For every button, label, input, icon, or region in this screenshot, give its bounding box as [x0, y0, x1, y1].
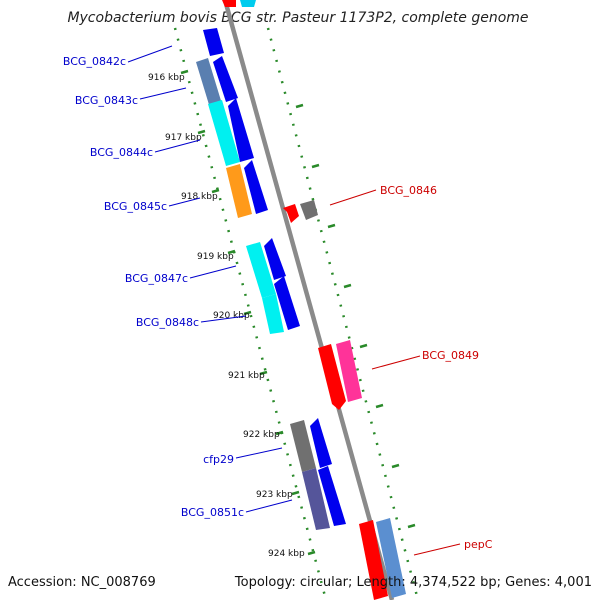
leader-line	[139, 87, 187, 100]
gene-label[interactable]: BCG_0849	[422, 349, 479, 362]
gene-label-layer: BCG_0842c BCG_0843c BCG_0844c BCG_0845c …	[63, 45, 493, 556]
leader-line	[189, 265, 237, 279]
gene-block	[262, 294, 284, 334]
track-tick	[391, 463, 400, 469]
track-tick	[307, 550, 316, 556]
leader-line	[235, 447, 283, 459]
gene-block	[222, 0, 236, 7]
track-tick	[227, 249, 236, 255]
track-tick	[211, 188, 220, 194]
kbp-label: 918 kbp	[181, 192, 218, 202]
gene-block	[302, 468, 330, 530]
leader-line	[168, 197, 201, 207]
gene-block	[196, 58, 222, 108]
gene-label[interactable]: BCG_0844c	[90, 146, 153, 159]
kbp-label: 921 kbp	[228, 371, 265, 381]
gene-block	[359, 520, 388, 600]
track-tick	[197, 129, 206, 135]
leader-line	[413, 543, 461, 556]
track-tick	[375, 403, 384, 409]
kbp-label: 923 kbp	[256, 490, 293, 500]
track-tick	[407, 523, 416, 529]
gene-block	[264, 238, 286, 280]
gene-block	[310, 418, 332, 468]
kbp-label: 917 kbp	[165, 133, 202, 143]
gene-block	[318, 344, 346, 410]
track-tick	[243, 310, 252, 316]
gene-label[interactable]: BCG_0845c	[104, 200, 167, 213]
kbp-label: 922 kbp	[243, 430, 280, 440]
gene-label[interactable]: cfp29	[203, 453, 234, 466]
topology-text: Topology: circular; Length: 4,374,522 bp…	[234, 575, 592, 590]
leader-line	[329, 189, 377, 206]
leader-line	[245, 499, 293, 513]
gene-block	[300, 200, 318, 220]
gene-block	[318, 466, 346, 526]
gene-label[interactable]: BCG_0848c	[136, 316, 199, 329]
gene-label[interactable]: pepC	[464, 538, 493, 551]
gene-label[interactable]: BCG_0842c	[63, 55, 126, 68]
gene-label[interactable]: BCG_0846	[380, 184, 437, 197]
gene-block	[376, 518, 406, 598]
gene-label[interactable]: BCG_0843c	[75, 94, 138, 107]
track-ticks	[180, 69, 416, 556]
track-tick	[311, 163, 320, 169]
track-tick	[295, 103, 304, 109]
gene-block	[226, 164, 252, 218]
track-tick	[359, 343, 368, 349]
leader-line	[371, 355, 421, 370]
gene-block	[228, 98, 254, 162]
gene-block	[208, 100, 240, 166]
kbp-label: 920 kbp	[213, 311, 250, 321]
track-tick	[291, 490, 300, 496]
track-tick	[327, 223, 336, 229]
gene-block	[283, 204, 299, 223]
kbp-label: 924 kbp	[268, 549, 305, 559]
track-tick	[275, 430, 284, 436]
track-tick	[180, 69, 189, 75]
gene-block	[336, 340, 362, 402]
leader-line	[127, 45, 173, 63]
genome-backbone	[222, 0, 395, 600]
gene-block	[290, 420, 316, 472]
kbp-label: 919 kbp	[197, 252, 234, 262]
accession-text: Accession: NC_008769	[8, 575, 156, 590]
gene-block	[244, 160, 268, 214]
gene-block	[240, 0, 256, 7]
gene-label[interactable]: BCG_0851c	[181, 506, 244, 519]
map-title: Mycobacterium bovis BCG str. Pasteur 117…	[67, 10, 528, 26]
kbp-labels: 916 kbp 917 kbp 918 kbp 919 kbp 920 kbp …	[148, 73, 305, 559]
gene-block	[213, 56, 238, 102]
feature-blocks	[196, 0, 406, 600]
gene-label[interactable]: BCG_0847c	[125, 272, 188, 285]
track-tick	[343, 283, 352, 289]
track-tick	[259, 370, 268, 376]
gene-block	[274, 276, 300, 330]
gene-block	[203, 28, 224, 56]
leader-line	[200, 315, 247, 323]
gene-block	[246, 242, 276, 298]
leader-line	[154, 139, 201, 153]
kbp-label: 916 kbp	[148, 73, 185, 83]
